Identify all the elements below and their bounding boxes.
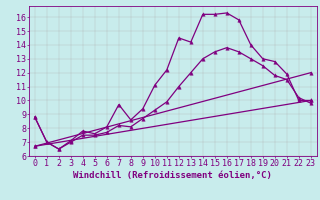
X-axis label: Windchill (Refroidissement éolien,°C): Windchill (Refroidissement éolien,°C) [73, 171, 272, 180]
